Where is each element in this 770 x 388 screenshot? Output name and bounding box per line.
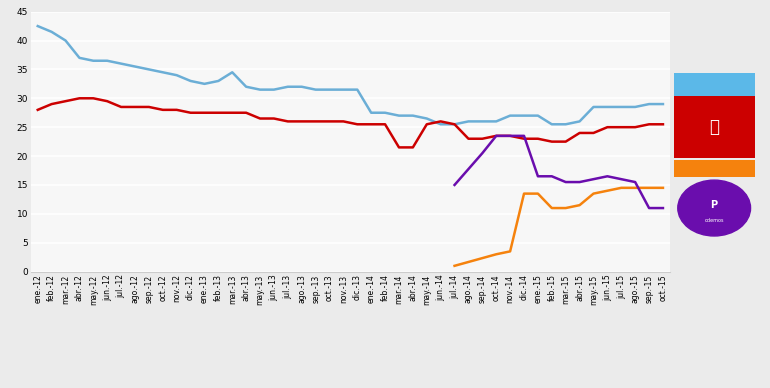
- Circle shape: [678, 180, 751, 236]
- Text: odemos: odemos: [705, 218, 724, 223]
- Text: ✊: ✊: [709, 118, 719, 136]
- Text: C's: C's: [704, 184, 725, 197]
- Text: P: P: [711, 200, 718, 210]
- Text: PP: PP: [705, 97, 723, 111]
